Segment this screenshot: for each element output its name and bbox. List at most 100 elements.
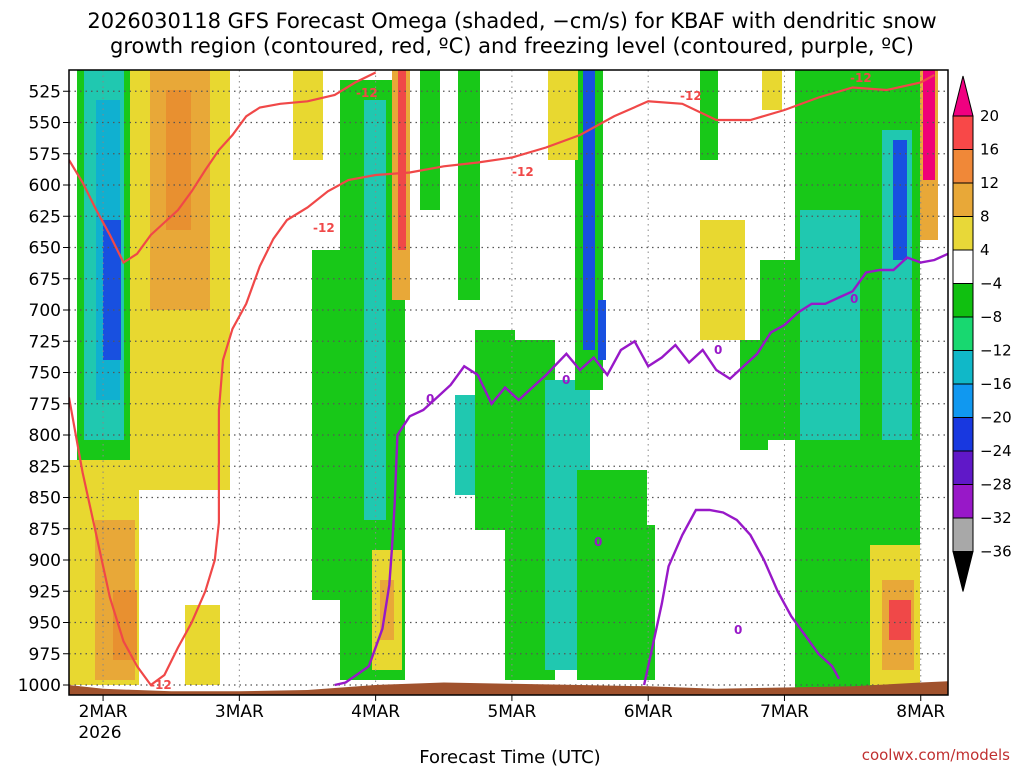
y-tick-label: 750 bbox=[29, 364, 61, 384]
colorbar-segment bbox=[952, 316, 974, 351]
chart-title-line-1: 2026030118 GFS Forecast Omega (shaded, −… bbox=[87, 9, 936, 33]
colorbar-segment bbox=[952, 283, 974, 318]
colorbar-label: 16 bbox=[980, 141, 999, 159]
y-tick-label: 850 bbox=[29, 489, 61, 509]
colorbar-segment bbox=[952, 115, 974, 150]
omega-region bbox=[700, 70, 718, 160]
x-tick-label: 7MAR bbox=[760, 702, 809, 722]
omega-region bbox=[700, 220, 745, 340]
colorbar-label: −16 bbox=[980, 375, 1012, 393]
freezing-contour-label: 0 bbox=[426, 392, 434, 406]
x-year-label: 2026 bbox=[78, 723, 121, 743]
colorbar-label: 4 bbox=[980, 241, 990, 259]
x-tick-label: 8MAR bbox=[896, 702, 945, 722]
plot-area: -12 -12 -12 -12 -12 -12 0 0 0 0 0 0 bbox=[69, 70, 948, 695]
colorbar-segment bbox=[952, 450, 974, 485]
omega-region bbox=[420, 70, 440, 210]
freezing-level-contour bbox=[334, 252, 948, 687]
colorbar-label: −36 bbox=[980, 543, 1012, 561]
y-tick-label: 775 bbox=[29, 395, 61, 415]
credit-text: coolwx.com/models bbox=[862, 746, 1010, 764]
y-tick-label: 875 bbox=[29, 520, 61, 540]
omega-region bbox=[113, 590, 137, 660]
x-tick-label: 4MAR bbox=[351, 702, 400, 722]
plot-frame bbox=[68, 69, 949, 696]
y-tick-label: 525 bbox=[29, 82, 61, 102]
y-tick-label: 550 bbox=[29, 114, 61, 134]
colorbar-label: 20 bbox=[980, 107, 999, 125]
colorbar-top-arrow bbox=[952, 75, 974, 117]
dgz-contour-label: -12 bbox=[512, 165, 534, 179]
y-tick-label: 600 bbox=[29, 176, 61, 196]
y-axis: 525 550 575 600 625 650 675 700 725 750 775 800 825 8… bbox=[18, 82, 69, 696]
freezing-level-contour-low bbox=[642, 508, 841, 686]
x-tick-label: 2MAR bbox=[79, 702, 128, 722]
omega-region bbox=[455, 395, 475, 495]
omega-region bbox=[312, 250, 342, 600]
terrain-ground bbox=[69, 681, 948, 695]
x-axis-label: Forecast Time (UTC) bbox=[419, 747, 600, 768]
colorbar-bottom-arrow bbox=[952, 551, 974, 592]
omega-region bbox=[800, 210, 860, 440]
colorbar-segment bbox=[952, 484, 974, 519]
colorbar-segment bbox=[952, 517, 974, 552]
omega-region bbox=[548, 70, 578, 160]
freezing-contour-label: 0 bbox=[594, 535, 602, 549]
omega-region bbox=[893, 140, 907, 260]
chart-title-line-2: growth region (contoured, red, ºC) and f… bbox=[110, 34, 914, 58]
freezing-contour-label: 0 bbox=[562, 373, 570, 387]
y-tick-label: 950 bbox=[29, 614, 61, 634]
colorbar-label: 8 bbox=[980, 208, 990, 226]
y-tick-label: 650 bbox=[29, 239, 61, 259]
x-tick-label: 6MAR bbox=[624, 702, 673, 722]
y-tick-label: 800 bbox=[29, 426, 61, 446]
dgz-contour-label: -12 bbox=[850, 71, 872, 85]
x-tick-label: 3MAR bbox=[215, 702, 264, 722]
dgz-contour-label: -12 bbox=[680, 89, 702, 103]
dgz-contour-label: -12 bbox=[356, 86, 378, 100]
y-tick-label: 825 bbox=[29, 457, 61, 477]
colorbar-segment bbox=[952, 149, 974, 184]
colorbar-segment bbox=[952, 182, 974, 217]
y-tick-label: 925 bbox=[29, 582, 61, 602]
colorbar-segment bbox=[952, 216, 974, 251]
colorbar-label: −8 bbox=[980, 308, 1002, 326]
colorbar-label: −24 bbox=[980, 442, 1012, 460]
y-tick-label: 625 bbox=[29, 207, 61, 227]
colorbar-segment bbox=[952, 417, 974, 452]
omega-region bbox=[364, 100, 386, 520]
freezing-contour-label: 0 bbox=[714, 343, 722, 357]
x-axis: 2MAR3MAR4MAR5MAR6MAR7MAR8MAR9MAR bbox=[79, 695, 945, 722]
colorbar-segment bbox=[952, 350, 974, 385]
colorbar: 20 16 12 8 4 −4 −8 −12 −16 −20 −24 −28 −32 −36 bbox=[952, 75, 1012, 592]
omega-region bbox=[762, 70, 782, 110]
omega-region bbox=[458, 70, 480, 300]
colorbar-label: 12 bbox=[980, 174, 999, 192]
omega-region bbox=[923, 70, 935, 180]
omega-region bbox=[166, 90, 191, 230]
omega-region bbox=[293, 70, 323, 160]
y-tick-label: 575 bbox=[29, 145, 61, 165]
freezing-contour-label: 0 bbox=[734, 623, 742, 637]
x-tick-label: 5MAR bbox=[487, 702, 536, 722]
y-tick-label: 700 bbox=[29, 301, 61, 321]
dgz-contour-label: -12 bbox=[150, 678, 172, 692]
y-tick-label: 975 bbox=[29, 645, 61, 665]
colorbar-label: −12 bbox=[980, 342, 1012, 360]
dgz-upper-contour bbox=[69, 71, 377, 265]
colorbar-segment bbox=[952, 383, 974, 418]
colorbar-label: −20 bbox=[980, 409, 1012, 427]
freezing-contour-label: 0 bbox=[850, 292, 858, 306]
omega-region bbox=[103, 220, 121, 360]
colorbar-label: −32 bbox=[980, 509, 1012, 527]
y-tick-label: 900 bbox=[29, 551, 61, 571]
dgz-lower-contour bbox=[69, 74, 935, 687]
colorbar-label: −4 bbox=[980, 275, 1002, 293]
omega-region bbox=[598, 300, 606, 360]
y-tick-label: 1000 bbox=[18, 676, 61, 696]
dgz-contour-label: -12 bbox=[313, 221, 335, 235]
colorbar-label: −28 bbox=[980, 476, 1012, 494]
omega-region bbox=[889, 600, 911, 640]
colorbar-segment bbox=[952, 249, 974, 284]
